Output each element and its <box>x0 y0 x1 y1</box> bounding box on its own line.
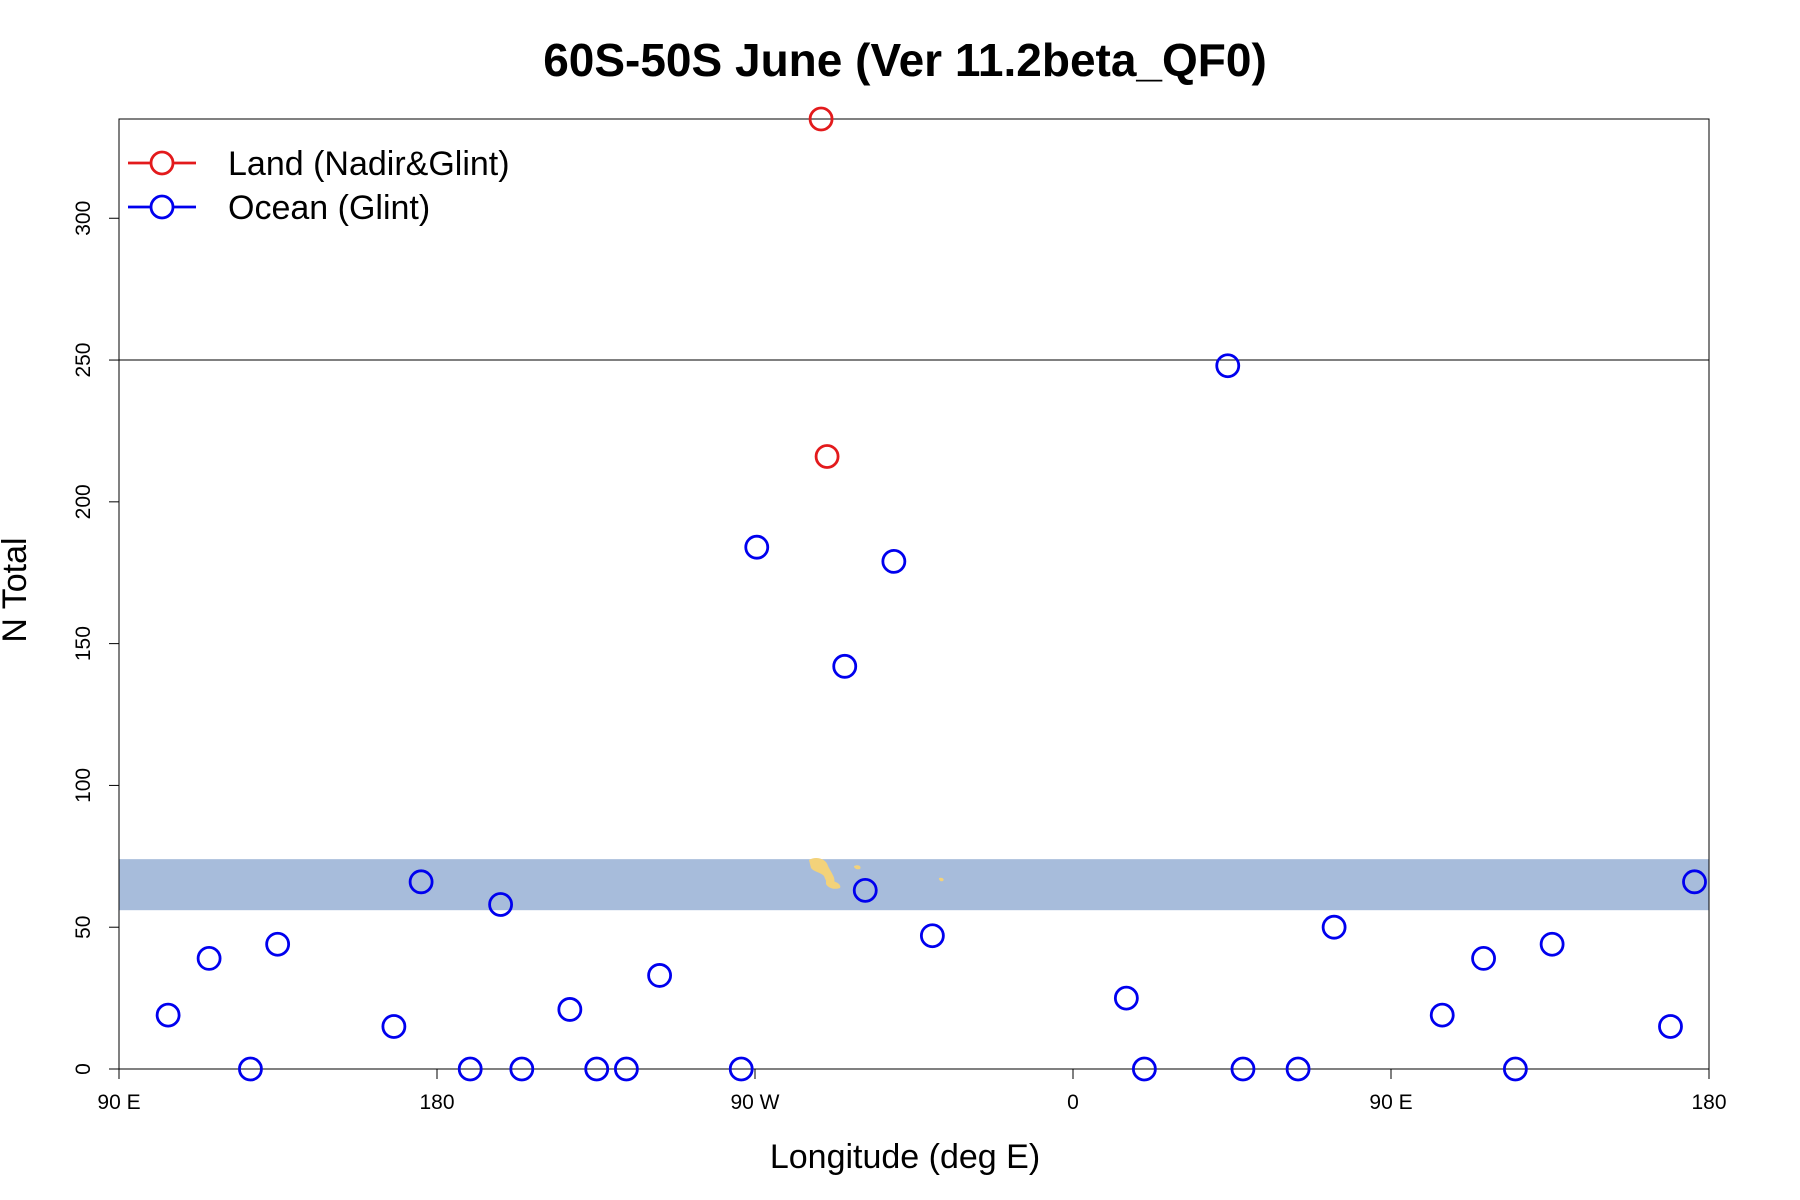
y-tick-label: 150 <box>72 626 95 661</box>
ocean-point <box>265 931 291 957</box>
ocean-point <box>509 1056 535 1082</box>
ocean-point <box>1682 869 1707 895</box>
ocean-point <box>408 869 434 895</box>
land-point <box>808 106 834 132</box>
y-axis: 0 50 100 150 200 250 300 <box>72 201 119 1075</box>
y-tick-label: 0 <box>72 1063 95 1075</box>
y-tick-label: 200 <box>72 484 95 519</box>
ocean-point <box>1321 914 1347 940</box>
x-axis: 90 E 180 90 W 0 90 E 180 <box>97 1069 1727 1114</box>
ocean-point <box>457 1056 483 1082</box>
legend-label: Land (Nadir&Glint) <box>228 145 510 183</box>
ocean-point <box>881 548 907 574</box>
ocean-point <box>1230 1056 1256 1082</box>
legend-entry: Land (Nadir&Glint) <box>128 145 510 183</box>
y-tick-label: 100 <box>72 768 95 803</box>
x-tick-label: 0 <box>1067 1091 1079 1114</box>
plot-frame-layer <box>118 118 1710 1070</box>
y-tick-label: 50 <box>72 916 95 939</box>
ocean-point <box>488 892 514 917</box>
x-tick-label: 180 <box>1691 1091 1726 1114</box>
ocean-point <box>919 923 945 949</box>
ocean-point <box>155 1002 181 1028</box>
legend: Land (Nadir&Glint) Ocean (Glint) <box>128 145 510 227</box>
ocean-point <box>557 997 583 1022</box>
ocean-point <box>1215 353 1241 379</box>
ocean-point <box>584 1056 610 1082</box>
ocean-point <box>1539 931 1565 957</box>
ocean-point <box>1429 1002 1455 1028</box>
ocean-point <box>744 534 770 560</box>
legend-marker <box>149 194 175 220</box>
ocean-point <box>1285 1056 1311 1082</box>
y-tick-label: 300 <box>72 201 95 236</box>
ocean-point <box>1113 985 1139 1011</box>
land-point <box>814 444 840 469</box>
chart-title: 60S-50S June (Ver 11.2beta_QF0) <box>543 34 1267 86</box>
band-layer <box>119 858 1709 911</box>
x-tick-label: 90 W <box>730 1091 779 1114</box>
points-layer <box>155 106 1707 1082</box>
ocean-point <box>613 1056 639 1082</box>
land-patch-0 <box>809 858 835 886</box>
legend-marker <box>149 150 175 176</box>
latitude-band <box>119 859 1709 911</box>
ocean-point <box>238 1056 263 1082</box>
x-tick-label: 180 <box>419 1091 454 1114</box>
y-axis-label: N Total <box>0 537 34 642</box>
ocean-point <box>196 946 222 971</box>
land-patch-1 <box>826 880 841 889</box>
plot-frame <box>118 118 1710 1070</box>
land-patch-3 <box>939 877 944 882</box>
ocean-point <box>728 1056 754 1082</box>
x-tick-label: 90 E <box>1369 1091 1412 1114</box>
legend-entry: Ocean (Glint) <box>128 189 430 227</box>
ocean-point <box>832 653 858 679</box>
x-tick-label: 90 E <box>97 1091 140 1114</box>
ocean-point <box>381 1014 407 1039</box>
ocean-point <box>852 877 878 903</box>
ocean-point <box>647 963 672 988</box>
y-tick-label: 250 <box>72 343 95 378</box>
ocean-point <box>1471 946 1496 971</box>
legend-label: Ocean (Glint) <box>228 189 430 227</box>
ocean-point <box>1658 1014 1683 1039</box>
ocean-point <box>1502 1056 1528 1082</box>
land-patch-2 <box>854 865 861 870</box>
ocean-point <box>1131 1056 1157 1082</box>
x-axis-label: Longitude (deg E) <box>770 1138 1040 1176</box>
